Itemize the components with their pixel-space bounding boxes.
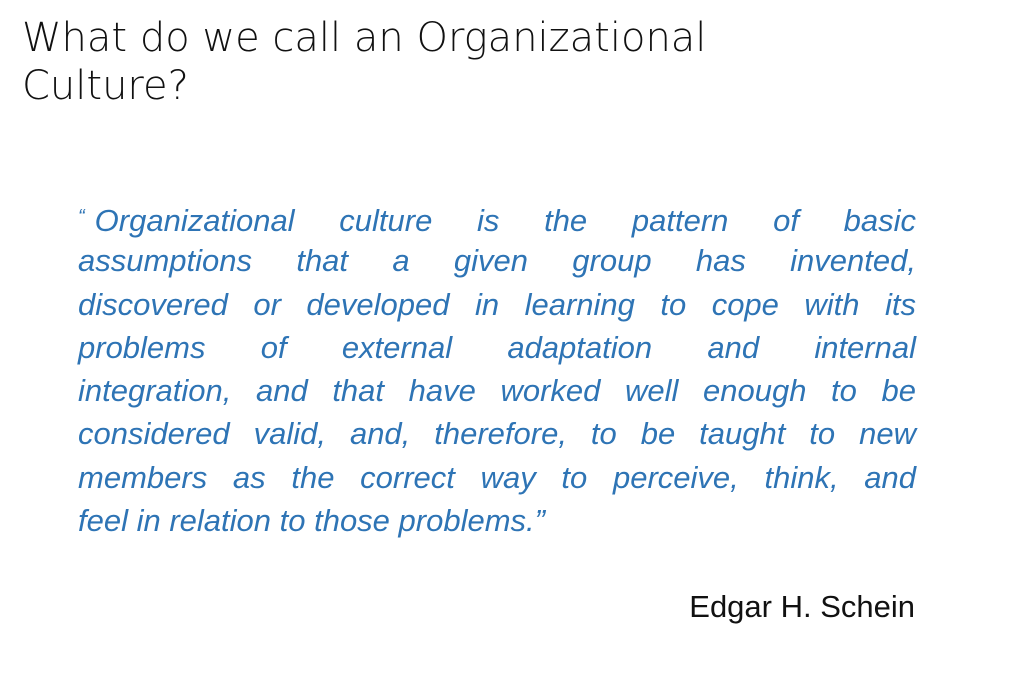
quote-line-1-text: Organizational culture is the pattern of… bbox=[94, 203, 916, 238]
quote-line-5: integration, and that have worked well e… bbox=[78, 373, 916, 409]
quote-block: “ Organizational culture is the pattern o… bbox=[78, 196, 916, 542]
slide-title-line-2: Culture? bbox=[22, 63, 189, 109]
quote-line-1: “ Organizational culture is the pattern o… bbox=[78, 196, 916, 239]
slide-title: What do we call an Organizational Cultur… bbox=[22, 14, 922, 110]
quote-line-3: discovered or developed in learning to c… bbox=[78, 286, 916, 322]
open-quote-mark: “ bbox=[78, 206, 85, 228]
quote-line-2: assumptions that a given group has inven… bbox=[78, 243, 916, 279]
quote-author: Edgar H. Schein bbox=[689, 589, 915, 624]
quote-line-6: considered valid, and, therefore, to be … bbox=[78, 416, 916, 452]
quote-line-4: problems of external adaptation and inte… bbox=[78, 329, 916, 365]
quote-line-8: feel in relation to those problems.” bbox=[78, 503, 545, 539]
slide-title-line-1: What do we call an Organizational bbox=[22, 15, 707, 61]
quote-line-7: members as the correct way to perceive, … bbox=[78, 459, 916, 495]
